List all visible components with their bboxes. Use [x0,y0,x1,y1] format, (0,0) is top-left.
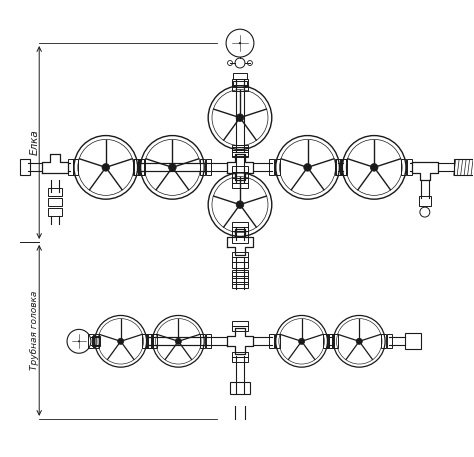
Circle shape [299,338,305,345]
Bar [232,282,248,287]
Bar [92,336,100,346]
Bar [152,335,157,348]
Bar [233,73,247,79]
Bar [381,335,385,348]
Bar [419,196,431,206]
Bar [206,159,210,175]
Bar [327,335,332,348]
Text: Елка: Елка [29,130,39,155]
Bar [206,335,210,348]
Bar [133,159,138,175]
Bar [232,152,248,157]
Circle shape [304,164,311,171]
Bar [232,150,248,156]
Bar [232,147,248,152]
Bar [387,335,392,348]
Bar [342,159,347,175]
Bar [408,159,412,175]
Bar [232,232,248,238]
Bar [232,270,248,276]
Circle shape [78,340,80,342]
Bar [232,272,248,278]
Bar [230,382,250,394]
Bar [232,357,248,361]
Bar [232,278,248,284]
Bar [94,335,100,348]
Bar [232,326,248,331]
Circle shape [175,338,182,345]
Bar [20,159,30,175]
Circle shape [236,114,244,122]
Bar [232,321,248,326]
Circle shape [169,164,176,171]
Bar [232,183,248,188]
Bar [232,222,248,227]
Circle shape [239,42,241,44]
Bar [48,188,62,196]
Bar [148,335,153,348]
Bar [269,159,274,175]
Bar [341,159,346,175]
Bar [329,335,334,348]
Bar [269,335,274,348]
Bar [232,257,248,262]
Bar [48,198,62,206]
Bar [232,238,248,244]
Circle shape [118,338,124,345]
Bar [140,159,145,175]
Bar [139,159,144,175]
Bar [336,159,341,175]
Bar [232,227,248,232]
Bar [142,335,147,348]
Bar [275,335,280,348]
Circle shape [102,164,109,171]
Bar [232,178,248,183]
Bar [200,159,205,175]
Bar [232,144,248,150]
Bar [146,335,151,348]
Circle shape [370,164,378,171]
Bar [200,335,205,348]
Bar [134,159,139,175]
Bar [335,159,340,175]
Bar [232,85,248,91]
Bar [232,166,248,172]
Bar [233,81,247,87]
Bar [401,159,407,175]
Text: Трубная головка: Трубная головка [30,291,39,370]
Bar [73,159,79,175]
Bar [232,252,248,257]
Bar [232,262,248,268]
Bar [232,79,248,85]
Circle shape [356,338,362,345]
Bar [67,159,73,175]
Bar [232,172,248,178]
Bar [405,333,421,349]
Bar [89,335,93,348]
Circle shape [236,201,244,208]
Bar [232,352,248,357]
Bar [454,159,474,175]
Bar [333,335,338,348]
Bar [275,159,280,175]
Bar [323,335,328,348]
Bar [48,208,62,216]
